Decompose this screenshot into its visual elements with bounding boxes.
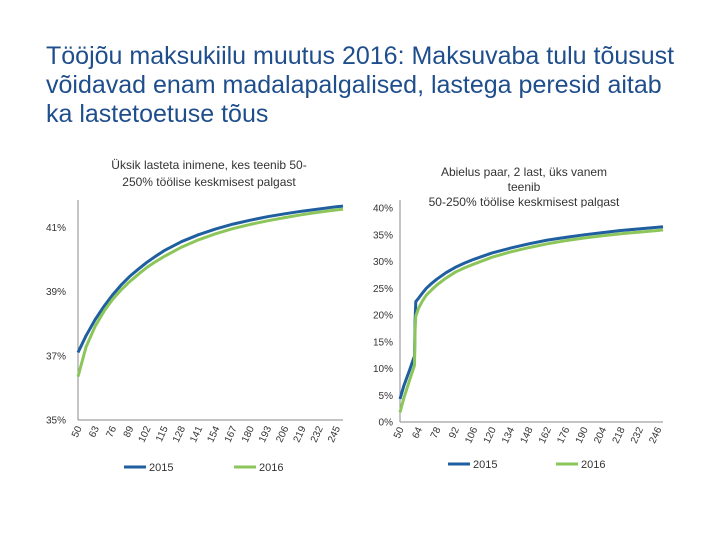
y-tick-label: 35% xyxy=(46,416,66,427)
x-tick-label: 246 xyxy=(647,425,664,445)
series-line-2016 xyxy=(76,207,344,377)
x-tick-label: 218 xyxy=(611,425,628,445)
x-tick-label: 50 xyxy=(392,425,407,440)
chart-1: Üksik lasteta inimene, kes teenib 50- 250… xyxy=(46,158,343,474)
x-tick-label: 106 xyxy=(463,425,480,445)
x-tick-label: 232 xyxy=(309,424,326,444)
y-tick-label: 5% xyxy=(379,391,394,402)
x-tick-label: 78 xyxy=(429,425,444,440)
x-tick-label: 102 xyxy=(137,424,154,444)
x-tick-label: 76 xyxy=(104,424,119,439)
x-tick-label: 193 xyxy=(257,424,274,444)
slide-title: Tööjõu maksukiilu muutus 2016: Maksuvaba… xyxy=(46,42,675,128)
x-tick-label: 245 xyxy=(326,424,343,444)
x-tick-label: 134 xyxy=(500,425,517,445)
y-tick-label: 10% xyxy=(373,364,393,375)
x-tick-label: 232 xyxy=(629,425,646,445)
x-tick-label: 154 xyxy=(205,424,222,444)
y-tick-label: 41% xyxy=(46,223,66,234)
x-tick-label: 176 xyxy=(555,425,572,445)
legend-label-2016: 2016 xyxy=(259,462,283,474)
legend-label-2015: 2015 xyxy=(473,459,497,471)
x-tick-label: 50 xyxy=(70,424,85,439)
x-tick-label: 148 xyxy=(519,425,536,445)
x-tick-label: 167 xyxy=(223,424,240,444)
y-tick-label: 35% xyxy=(373,230,393,241)
chart-title-line: Üksik lasteta inimene, kes teenib 50- xyxy=(111,158,306,172)
x-tick-label: 190 xyxy=(574,425,591,445)
series-line-2015 xyxy=(76,204,344,354)
x-tick-label: 64 xyxy=(410,425,425,440)
chart-title-line: teenib xyxy=(508,180,541,194)
x-tick-label: 128 xyxy=(171,424,188,444)
y-tick-label: 15% xyxy=(373,337,393,348)
y-tick-label: 20% xyxy=(373,311,393,322)
legend-label-2015: 2015 xyxy=(149,462,173,474)
series-line-2016 xyxy=(398,228,664,413)
chart-title-line: Abielus paar, 2 last, üks vanem xyxy=(441,165,607,179)
x-tick-label: 180 xyxy=(240,424,257,444)
y-tick-label: 39% xyxy=(46,287,66,298)
x-tick-label: 162 xyxy=(537,425,554,445)
x-tick-label: 141 xyxy=(188,424,205,444)
x-tick-label: 92 xyxy=(447,425,462,440)
x-tick-label: 120 xyxy=(482,425,499,445)
y-tick-label: 37% xyxy=(46,351,66,362)
y-tick-label: 30% xyxy=(373,257,393,268)
legend-label-2016: 2016 xyxy=(581,459,605,471)
chart-2: Abielus paar, 2 last, üks vanemteenib50-… xyxy=(373,165,665,471)
x-tick-label: 206 xyxy=(274,424,291,444)
y-tick-label: 25% xyxy=(373,284,393,295)
chart-title-line: 50-250% töölise keskmisest palgast xyxy=(429,195,620,209)
series-line-2015 xyxy=(398,225,664,400)
chart-title-line: 250% töölise keskmisest palgast xyxy=(122,175,296,189)
x-tick-label: 204 xyxy=(592,425,609,445)
x-tick-label: 89 xyxy=(122,424,137,439)
y-tick-label: 0% xyxy=(379,418,394,429)
x-tick-label: 115 xyxy=(154,424,171,443)
x-tick-label: 219 xyxy=(292,424,309,444)
x-tick-label: 63 xyxy=(87,424,102,439)
y-tick-label: 40% xyxy=(373,204,393,215)
